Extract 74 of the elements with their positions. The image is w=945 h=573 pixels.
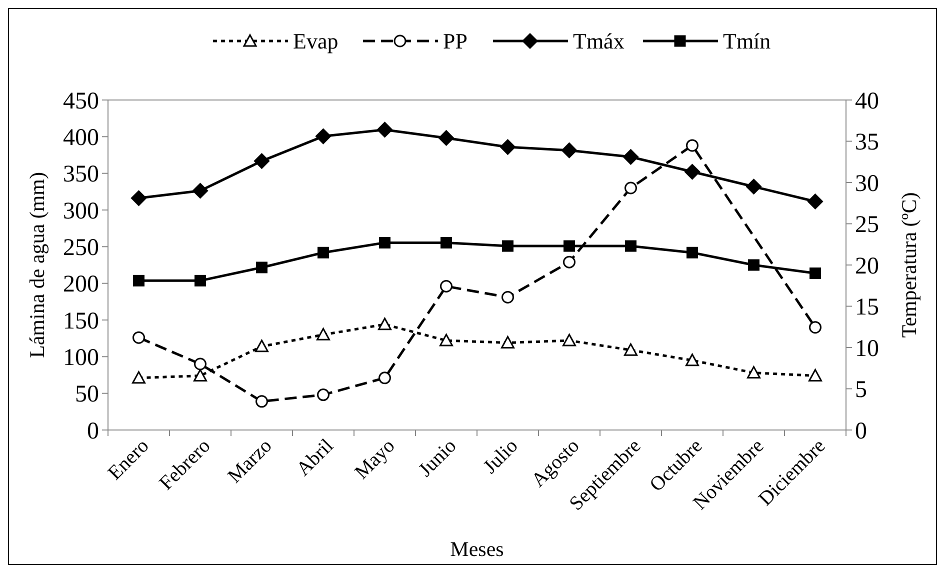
point [501, 336, 514, 348]
point [131, 190, 146, 206]
x-axis-title: Meses [450, 537, 504, 561]
point [316, 328, 330, 340]
point [624, 182, 637, 194]
point [440, 236, 452, 248]
y-tick-label: 250 [63, 235, 99, 262]
point [132, 371, 146, 384]
y-tick-label: 350 [63, 162, 99, 188]
point [810, 268, 821, 279]
y-tick-label: 450 [63, 88, 99, 114]
point [132, 331, 145, 344]
point [378, 318, 392, 330]
point [747, 366, 760, 379]
point [500, 139, 516, 155]
point [379, 236, 390, 248]
y2-tick-label: 35 [855, 130, 879, 156]
point [194, 358, 206, 370]
point [502, 291, 514, 304]
point [686, 354, 699, 366]
point [317, 388, 330, 402]
point [808, 368, 822, 382]
point [440, 334, 453, 346]
point [623, 149, 638, 165]
point [192, 183, 208, 198]
y-tick-label: 0 [87, 418, 99, 444]
point [254, 153, 270, 169]
legend-label: Tmín [723, 28, 771, 54]
point [562, 334, 576, 346]
legend-label: Tmáx [573, 28, 624, 54]
point [440, 280, 452, 293]
point [133, 274, 144, 286]
y2-tick-label: 30 [855, 170, 879, 197]
point [316, 128, 331, 144]
point [624, 343, 638, 356]
point [194, 368, 207, 382]
point [684, 164, 700, 180]
legend-label: Evap [293, 28, 338, 54]
y2-tick-label: 25 [855, 212, 879, 238]
point [438, 130, 454, 146]
point [808, 194, 823, 210]
point [378, 372, 391, 384]
point [256, 262, 268, 274]
y-tick-label: 200 [63, 272, 99, 298]
y-tick-label: 100 [63, 345, 99, 372]
point [318, 246, 329, 258]
point [809, 321, 822, 334]
y2-tick-label: 5 [855, 377, 867, 404]
point [564, 240, 575, 252]
y2-tick-label: 0 [855, 418, 867, 444]
y2-tick-label: 15 [855, 294, 879, 321]
y-tick-label: 400 [63, 125, 99, 152]
point [562, 142, 577, 158]
point [748, 259, 760, 271]
point [686, 246, 698, 258]
y-axis-title: Lámina de agua (mm) [25, 172, 49, 358]
y2-axis-title: Temperatura (ºC) [897, 192, 921, 338]
point [255, 340, 268, 352]
y-tick-label: 150 [63, 308, 99, 334]
x-tick-label: Julio [479, 434, 522, 478]
y-tick-label: 300 [63, 198, 99, 224]
y-tick-label: 50 [75, 382, 99, 408]
y2-tick-label: 40 [855, 88, 879, 114]
y2-tick-label: 10 [855, 336, 879, 362]
y2-tick-label: 20 [855, 253, 879, 280]
point [256, 395, 268, 408]
point [194, 274, 206, 286]
point [625, 240, 636, 252]
point [746, 178, 762, 194]
point [686, 139, 698, 152]
point [502, 240, 514, 252]
point [563, 256, 576, 268]
point [377, 122, 392, 138]
legend-label: PP [443, 28, 468, 54]
